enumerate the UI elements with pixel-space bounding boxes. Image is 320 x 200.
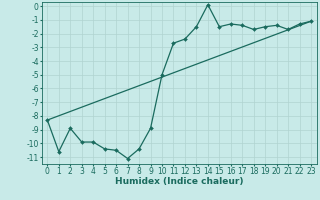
X-axis label: Humidex (Indice chaleur): Humidex (Indice chaleur)	[115, 177, 244, 186]
